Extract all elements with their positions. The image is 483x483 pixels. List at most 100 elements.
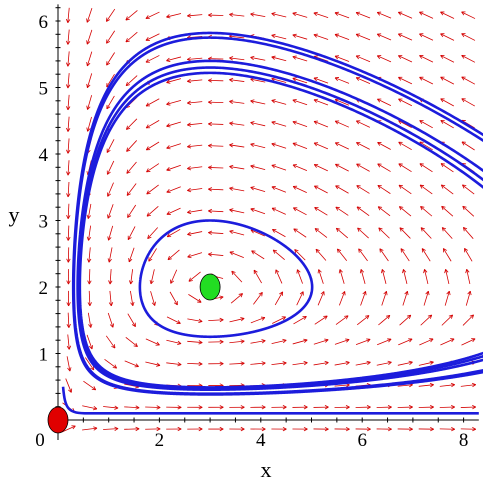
field-arrow-shaft xyxy=(88,225,92,241)
field-arrow-head xyxy=(317,269,320,274)
field-arrow-head xyxy=(471,382,476,386)
field-arrow-shaft xyxy=(466,269,471,285)
field-arrow xyxy=(166,228,181,238)
field-arrow-head xyxy=(250,12,255,15)
field-arrow-shaft xyxy=(399,206,412,217)
field-arrow-head xyxy=(130,280,134,285)
field-arrow xyxy=(251,250,265,260)
field-arrow-shaft xyxy=(419,76,434,85)
field-arrow-shaft xyxy=(229,57,245,61)
field-arrow xyxy=(86,95,93,110)
field-arrow-shaft xyxy=(86,8,93,23)
field-arrow-head xyxy=(156,341,160,346)
field-arrow-shaft xyxy=(271,164,287,171)
field-arrow-shaft xyxy=(440,120,454,129)
field-arrow xyxy=(187,78,203,84)
field-arrow-head xyxy=(356,120,360,125)
field-arrow xyxy=(293,315,307,325)
field-arrow xyxy=(66,312,71,328)
field-arrow-head xyxy=(399,227,404,230)
field-arrow-shaft xyxy=(166,99,182,105)
trajectory xyxy=(138,219,314,339)
field-arrow-head xyxy=(398,185,402,189)
field-arrow-head xyxy=(271,33,276,36)
field-arrow-shaft xyxy=(126,183,137,196)
field-arrow-shaft xyxy=(440,55,455,63)
field-arrow xyxy=(83,380,97,391)
field-arrow-head xyxy=(187,212,192,215)
field-arrow xyxy=(460,426,476,432)
field-arrow-head xyxy=(145,124,149,129)
field-arrow-head xyxy=(145,146,149,151)
field-arrow-shaft xyxy=(377,55,392,63)
field-arrow-shaft xyxy=(441,314,453,326)
field-arrow-head xyxy=(187,146,192,149)
field-arrow-head xyxy=(219,339,224,343)
field-arrow-head xyxy=(304,339,308,343)
field-arrow-shaft xyxy=(461,141,475,151)
field-arrow-shaft xyxy=(440,11,455,19)
field-arrow xyxy=(314,315,328,325)
field-arrow-shaft xyxy=(145,361,161,366)
field-arrow xyxy=(229,121,245,126)
field-arrow-shaft xyxy=(126,161,137,174)
field-arrow xyxy=(313,163,328,172)
field-arrow xyxy=(293,207,307,216)
field-arrow xyxy=(250,12,266,18)
field-arrow-head xyxy=(292,55,297,58)
field-arrow-head xyxy=(271,12,276,14)
field-arrow-head xyxy=(92,408,98,411)
field-arrow xyxy=(229,229,245,236)
field-arrow xyxy=(379,248,389,262)
field-arrow xyxy=(334,77,350,84)
field-arrow xyxy=(130,290,135,307)
field-arrow-shaft xyxy=(166,13,182,18)
field-arrow-shaft xyxy=(461,54,476,63)
field-arrow-shaft xyxy=(146,184,159,195)
field-arrow xyxy=(376,405,392,410)
field-arrow-head xyxy=(261,406,266,410)
field-arrow-shaft xyxy=(271,13,287,18)
field-arrow xyxy=(462,314,474,326)
field-arrow-head xyxy=(240,383,245,386)
field-arrow-head xyxy=(66,280,69,285)
field-arrow xyxy=(253,269,262,284)
field-arrow xyxy=(356,142,370,150)
field-arrow-shaft xyxy=(461,98,476,107)
tick-labels: 0 2 4 6 8 1 2 3 4 5 6 xyxy=(35,12,468,451)
field-arrow-head xyxy=(271,120,276,123)
field-arrow-head xyxy=(472,384,476,388)
field-arrow-shaft xyxy=(360,269,366,284)
field-arrow-shaft xyxy=(271,121,287,127)
field-arrow-head xyxy=(303,316,307,320)
field-arrow-head xyxy=(86,214,89,219)
field-arrow-shaft xyxy=(398,11,413,19)
field-arrow xyxy=(462,227,474,239)
field-arrow xyxy=(145,11,160,20)
field-arrow-head xyxy=(275,269,280,273)
field-arrow xyxy=(313,405,329,410)
field-arrow xyxy=(423,290,430,306)
field-arrow-head xyxy=(366,360,371,363)
field-arrow-head xyxy=(472,426,476,430)
field-arrow xyxy=(61,425,76,433)
field-arrow-head xyxy=(231,270,234,275)
field-arrow-head xyxy=(126,149,131,152)
field-arrow-shaft xyxy=(231,270,243,283)
field-arrow-shaft xyxy=(187,122,203,126)
field-arrow-shaft xyxy=(187,209,203,213)
field-arrow-head xyxy=(66,62,69,67)
field-arrow-shaft xyxy=(399,227,411,239)
field-arrow-head xyxy=(292,121,296,125)
field-arrow-head xyxy=(87,106,91,110)
field-arrow-shaft xyxy=(423,291,429,306)
field-arrow xyxy=(86,73,93,89)
field-arrow-shaft xyxy=(188,271,201,282)
field-arrow-head xyxy=(68,302,71,307)
field-arrow-shaft xyxy=(440,98,455,107)
field-arrow-shaft xyxy=(229,79,245,82)
field-arrow-shaft xyxy=(335,142,349,150)
field-arrow-head xyxy=(114,364,118,369)
field-arrow xyxy=(419,163,433,173)
field-arrow-head xyxy=(177,405,182,408)
